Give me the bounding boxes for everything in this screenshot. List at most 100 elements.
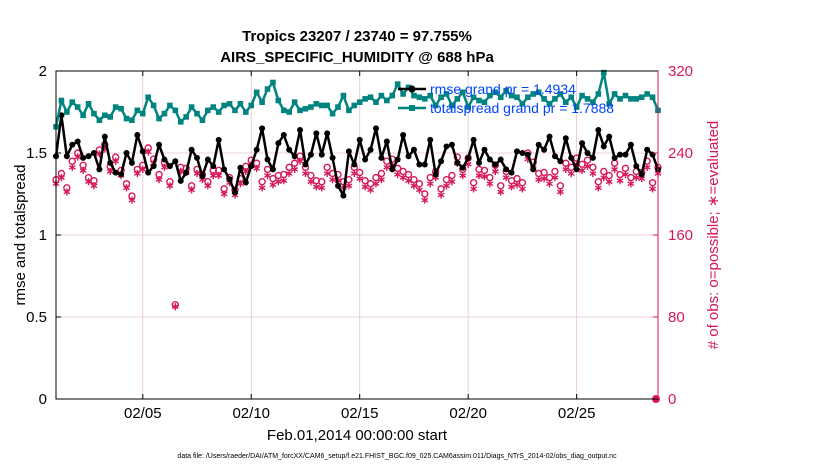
obs-evaluated-point [627, 180, 635, 188]
x-axis-label: Feb.01,2014 00:00:00 start [267, 427, 448, 444]
rmse-point [486, 156, 493, 163]
rmse-point [448, 141, 455, 148]
spread-point [297, 107, 303, 114]
obs-evaluated-point [578, 166, 586, 175]
rmse-point [324, 130, 331, 137]
rmse-point [394, 156, 401, 163]
x-tick-label: 02/25 [558, 405, 596, 422]
obs-evaluated-point [426, 180, 434, 188]
rmse-point [313, 130, 320, 137]
spread-point [606, 101, 612, 107]
obs-evaluated-point [68, 163, 76, 171]
rmse-point [595, 127, 602, 134]
obs-evaluated-point [139, 165, 147, 173]
spread-point [590, 99, 596, 105]
obs-evaluated-point [280, 177, 288, 185]
spread-point [384, 97, 390, 104]
obs-evaluated-point [540, 175, 548, 183]
rmse-point [188, 146, 195, 153]
obs-evaluated-point [74, 153, 82, 161]
rmse-point [63, 153, 70, 160]
obs-evaluated-point [470, 185, 478, 193]
spread-point [340, 92, 347, 99]
spread-point [329, 110, 336, 117]
spread-point [530, 91, 537, 97]
rmse-point [161, 156, 168, 163]
spread-point [649, 94, 656, 101]
obs-evaluated-point [551, 174, 559, 182]
spread-point [454, 96, 461, 102]
spread-point [644, 91, 650, 97]
rmse-point [513, 148, 520, 155]
obs-evaluated-point [594, 184, 602, 192]
spread-point [308, 104, 314, 110]
rmse-point [112, 169, 119, 176]
rmse-point [617, 151, 624, 158]
spread-point [394, 81, 401, 87]
rmse-point [405, 153, 412, 160]
obs-evaluated-point [220, 190, 228, 198]
obs-evaluated-point [171, 303, 179, 311]
spread-point [346, 107, 352, 114]
rmse-point [80, 154, 87, 161]
rmse-point [226, 176, 233, 183]
rmse-point [427, 136, 434, 143]
spread-point [400, 91, 406, 97]
spread-point [514, 94, 520, 101]
spread-point [579, 92, 585, 99]
spread-point [85, 101, 92, 107]
spread-point [102, 112, 108, 119]
spread-point [118, 105, 124, 112]
spread-point [487, 92, 493, 99]
rmse-point [362, 156, 369, 163]
spread-point [611, 91, 618, 97]
rmse-point [297, 127, 304, 134]
spread-point [183, 114, 189, 120]
spread-point [210, 104, 217, 110]
y-right-tick-label: 0 [668, 391, 676, 408]
y-right-tick-label: 160 [668, 227, 693, 244]
obs-evaluated-point [264, 171, 271, 180]
legend-spread-marker [409, 105, 415, 111]
y-right-tick-label: 240 [668, 145, 693, 162]
rmse-point [280, 131, 287, 138]
rmse-point [248, 163, 255, 170]
spread-point [243, 109, 249, 115]
spread-point [622, 92, 629, 99]
spread-point [64, 109, 70, 115]
obs-evaluated-point [491, 167, 499, 176]
rmse-point [622, 151, 629, 158]
rmse-point [118, 171, 125, 178]
spread-point [595, 91, 602, 97]
obs-evaluated-point [415, 186, 423, 194]
series-lines [53, 69, 661, 199]
spread-point [318, 102, 325, 109]
spread-point [335, 104, 341, 110]
obs-evaluated-point [215, 171, 223, 180]
rmse-point [465, 154, 472, 161]
rmse-point [438, 158, 445, 165]
spread-point [476, 97, 482, 104]
obs-evaluated-point [361, 183, 369, 191]
rmse-point [400, 131, 407, 138]
rmse-point [123, 150, 130, 156]
obs-evaluated-point [497, 188, 505, 196]
spread-point [557, 91, 564, 97]
rmse-point [584, 150, 591, 156]
rmse-point [183, 169, 190, 176]
spread-point [617, 96, 623, 102]
obs-evaluated-point [632, 174, 640, 182]
rmse-point [600, 143, 607, 150]
obs-evaluated-point [399, 174, 407, 182]
spread-point [96, 117, 103, 123]
obs-evaluated-point [513, 181, 521, 189]
spread-point [465, 104, 471, 110]
spread-point [194, 110, 200, 117]
spread-point [286, 109, 293, 115]
obs-evaluated-point [312, 183, 320, 191]
spread-point [123, 115, 130, 122]
chart-title-line1: Tropics 23207 / 23740 = 97.755% [242, 28, 472, 45]
spread-point [389, 92, 396, 99]
obs-evaluated-point [377, 176, 385, 184]
rmse-point [562, 135, 569, 142]
